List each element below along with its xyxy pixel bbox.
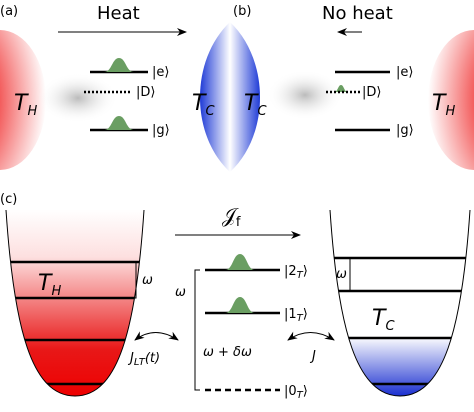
coupling-arrow (134, 331, 179, 341)
well-label: TH (38, 271, 61, 299)
cold-bath (200, 22, 260, 172)
text-part: H (51, 284, 61, 299)
text-part: |2 (284, 264, 297, 279)
bracket (130, 261, 137, 299)
coupling-label: J (309, 349, 316, 364)
text-part: C (205, 104, 215, 119)
hot-bath (428, 30, 474, 170)
bath-label: TH (432, 91, 455, 119)
level-label: |1T⟩ (284, 307, 308, 324)
bath-label: TC (192, 91, 215, 119)
population (104, 116, 134, 130)
coupling-label: JLT(t) (127, 351, 160, 368)
text-part: (t) (145, 351, 160, 366)
text-part: T (297, 390, 304, 401)
glow (38, 73, 118, 123)
text-part: T (192, 91, 207, 116)
level-label: |e⟩ (152, 65, 169, 80)
panel-label: (a) (0, 4, 18, 19)
text-part: H (27, 104, 37, 119)
text-part: T (14, 91, 29, 116)
text-part: |1 (284, 307, 297, 322)
text-part: H (445, 104, 455, 119)
text-part: ⟩ (303, 384, 308, 399)
text-part: T (38, 271, 53, 296)
text-part: ⟩ (303, 307, 308, 322)
level-label: |D⟩ (136, 85, 155, 100)
level-label: |g⟩ (152, 123, 170, 138)
population (225, 254, 255, 270)
population (334, 85, 348, 92)
text-part: |0 (284, 384, 297, 399)
panel-label: (b) (233, 4, 251, 19)
omega-label: ω (142, 273, 153, 288)
text-part: T (372, 306, 387, 331)
text-part: f (236, 215, 241, 230)
text-part: T (244, 91, 259, 116)
bath-label: TC (244, 91, 267, 119)
level-label: |2T⟩ (284, 264, 308, 281)
level-label: |g⟩ (396, 123, 414, 138)
well-outline (5, 209, 145, 397)
bracket (349, 257, 356, 292)
text-part: J (127, 351, 134, 366)
glow (267, 70, 343, 120)
text-part: T (297, 313, 304, 324)
omega-label: ω (175, 285, 186, 300)
panel-label: (c) (0, 192, 17, 207)
well-label: TC (372, 306, 395, 334)
well-outline (329, 209, 471, 397)
text-part: LT (134, 357, 146, 368)
gap-label: ω + δω (203, 345, 252, 360)
text-part: 𝒥 (222, 203, 239, 227)
hot-well (6, 210, 144, 396)
cold-well (330, 210, 470, 396)
text-part: T (432, 91, 447, 116)
population (225, 297, 255, 313)
bath-label: TH (14, 91, 37, 119)
text-part: ⟩ (303, 264, 308, 279)
omega-label: ω (336, 267, 347, 282)
bracket (194, 269, 200, 391)
text-part: T (297, 270, 304, 281)
text-part: C (257, 104, 267, 119)
level-label: |D⟩ (362, 85, 381, 100)
level-label: |e⟩ (396, 65, 413, 80)
arrow-label: No heat (322, 3, 393, 24)
coupling-arrow (287, 331, 335, 341)
arrow-label: Heat (97, 3, 140, 24)
text-part: C (385, 319, 395, 334)
level-label: |0T⟩ (284, 384, 308, 401)
population (104, 58, 134, 72)
hot-bath (0, 30, 46, 170)
current-label: 𝒥f (222, 203, 241, 230)
